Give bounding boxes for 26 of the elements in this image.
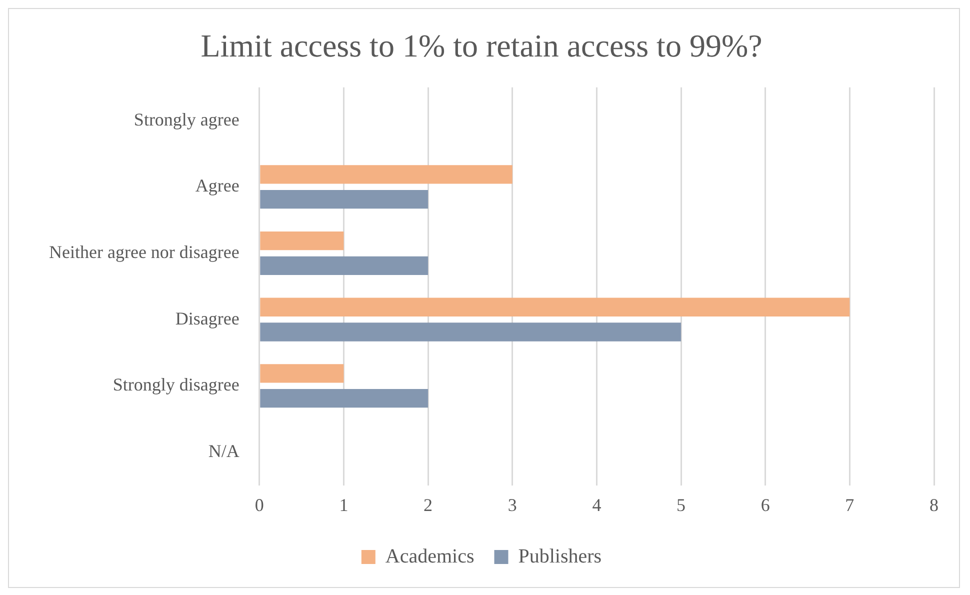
chart-title: Limit access to 1% to retain access to 99%?: [200, 28, 762, 64]
x-tick-label: 6: [760, 494, 770, 515]
bar: [260, 322, 682, 342]
x-tick-label: 5: [676, 494, 686, 515]
legend-label: Publishers: [518, 545, 602, 568]
x-tick-label: 3: [508, 494, 517, 515]
x-tick-label: 8: [930, 494, 938, 515]
y-tick-label: Agree: [195, 176, 240, 196]
x-tick-label: 7: [845, 494, 854, 515]
x-tick-label: 0: [254, 494, 264, 515]
y-tick-label: Strongly agree: [134, 109, 240, 130]
x-tick-label: 2: [424, 494, 433, 515]
bar: [260, 190, 428, 209]
x-tick-label: 4: [592, 494, 602, 515]
x-tick-label: 1: [339, 494, 348, 515]
legend-label: Academics: [385, 545, 474, 568]
bar: [260, 256, 428, 275]
y-tick-label: Disagree: [175, 308, 240, 328]
bar: [260, 231, 344, 250]
bar: [260, 298, 850, 316]
bar: [260, 364, 344, 383]
bar: [260, 165, 512, 184]
bar: [260, 389, 428, 408]
y-tick-label: Strongly disagree: [112, 374, 240, 395]
y-tick-label: Neither agree nor disagree: [48, 242, 240, 262]
y-tick-label: N/A: [208, 440, 240, 461]
